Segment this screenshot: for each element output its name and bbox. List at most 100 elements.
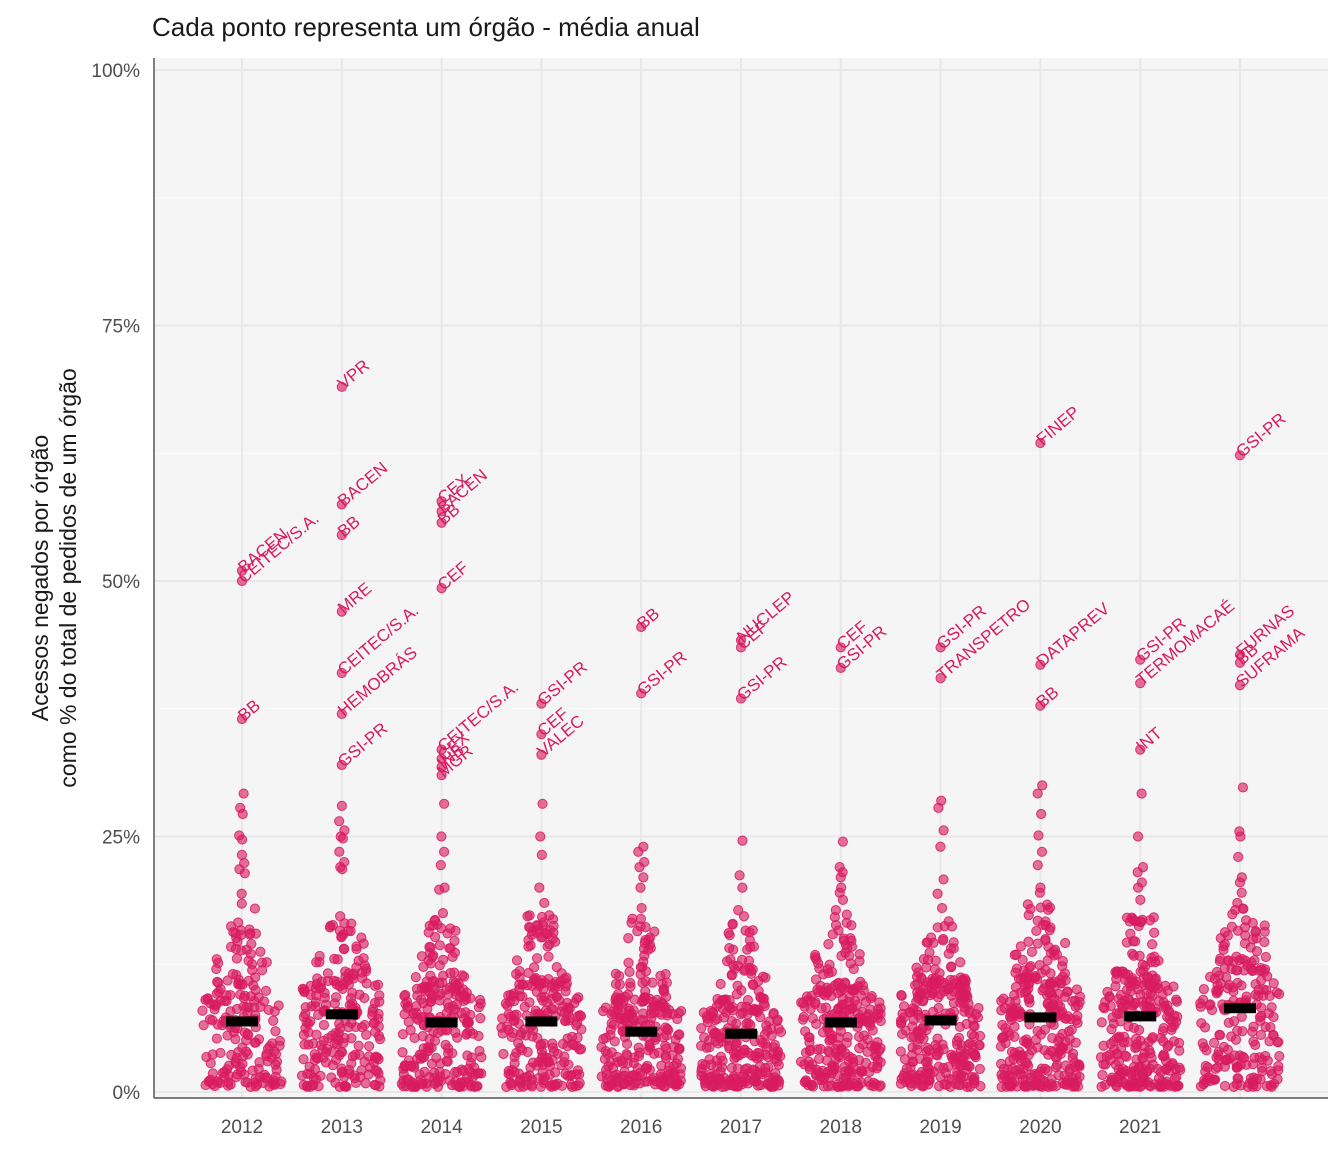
data-point (912, 1026, 924, 1037)
data-point (238, 788, 249, 799)
data-point (1135, 744, 1146, 755)
data-point (1223, 955, 1234, 967)
data-point (1131, 1033, 1142, 1044)
data-point (422, 1046, 433, 1057)
data-point (428, 1026, 439, 1037)
data-point (338, 943, 349, 954)
data-point (613, 1001, 624, 1012)
data-point (1002, 1064, 1013, 1075)
data-point (1040, 979, 1051, 990)
data-point (550, 1067, 561, 1078)
data-point (645, 1008, 656, 1019)
data-point (434, 995, 445, 1006)
data-point (606, 1018, 617, 1029)
data-point (1274, 1051, 1285, 1062)
data-point (337, 833, 349, 844)
median-marker (1224, 1003, 1256, 1014)
data-point (410, 972, 421, 983)
data-point (827, 1030, 838, 1041)
data-point (1135, 678, 1146, 689)
data-point (644, 1040, 655, 1051)
data-point (716, 1062, 727, 1073)
data-point (255, 946, 266, 957)
data-point (739, 1069, 750, 1080)
data-point (1213, 984, 1224, 995)
data-point (749, 1075, 761, 1086)
median-marker (1124, 1011, 1157, 1022)
data-point (1266, 1002, 1277, 1013)
data-point (997, 1072, 1008, 1083)
data-point (752, 1006, 763, 1018)
data-point (997, 1019, 1008, 1031)
data-point (416, 951, 427, 962)
data-point (444, 1075, 455, 1086)
data-point (1129, 1065, 1140, 1077)
data-point (715, 978, 726, 990)
data-point (1128, 950, 1139, 961)
data-point (548, 927, 559, 938)
data-point (549, 1080, 561, 1092)
data-point (1015, 941, 1026, 952)
data-point (1147, 939, 1158, 950)
data-point (1160, 1055, 1172, 1066)
data-point (1256, 1002, 1267, 1013)
data-point (1032, 788, 1043, 799)
data-point (1169, 1073, 1180, 1084)
data-point (1198, 983, 1209, 995)
data-point (895, 1046, 906, 1057)
data-point (874, 1081, 885, 1092)
data-point (334, 816, 345, 827)
data-point (1235, 1059, 1246, 1071)
data-point (436, 770, 447, 781)
data-point (306, 1001, 317, 1012)
data-point (1011, 949, 1022, 960)
data-point (364, 1041, 375, 1052)
data-point (511, 1047, 522, 1059)
data-point (1141, 1066, 1153, 1078)
data-point (367, 1010, 378, 1021)
data-point (722, 956, 733, 967)
data-point (322, 968, 333, 979)
data-point (547, 914, 559, 925)
data-point (311, 957, 322, 968)
data-point (1121, 1051, 1132, 1062)
data-point (200, 1079, 211, 1091)
data-point (1034, 887, 1045, 898)
data-point (1174, 1037, 1185, 1049)
data-point (1265, 1022, 1276, 1033)
data-point (1174, 1062, 1185, 1073)
data-point (249, 903, 261, 914)
data-point (1119, 1031, 1130, 1042)
data-point (465, 993, 476, 1004)
data-point (733, 904, 744, 916)
data-point (895, 1078, 907, 1089)
data-point (841, 917, 852, 928)
data-point (937, 935, 949, 946)
data-point (660, 1052, 672, 1064)
data-point (556, 1060, 567, 1071)
data-point (1060, 1060, 1071, 1071)
data-point (531, 953, 543, 964)
data-point (827, 929, 838, 940)
data-point (725, 1080, 736, 1091)
data-point (673, 1008, 684, 1019)
data-point (707, 1025, 718, 1036)
data-point (260, 985, 272, 996)
data-point (535, 831, 546, 842)
data-point (660, 1001, 671, 1012)
data-point (875, 1043, 886, 1054)
data-point (326, 1046, 338, 1058)
data-point (322, 1033, 334, 1044)
data-point (997, 1033, 1008, 1044)
data-point (672, 1053, 684, 1065)
data-point (232, 1069, 243, 1080)
data-point (353, 1040, 364, 1051)
data-point (1106, 1074, 1118, 1085)
data-point (450, 977, 461, 988)
x-tick-label: 2020 (1019, 1117, 1061, 1138)
data-point (638, 872, 649, 883)
data-point (369, 980, 381, 991)
data-point (503, 1009, 514, 1020)
data-point (1171, 994, 1182, 1005)
data-point (613, 988, 624, 1000)
